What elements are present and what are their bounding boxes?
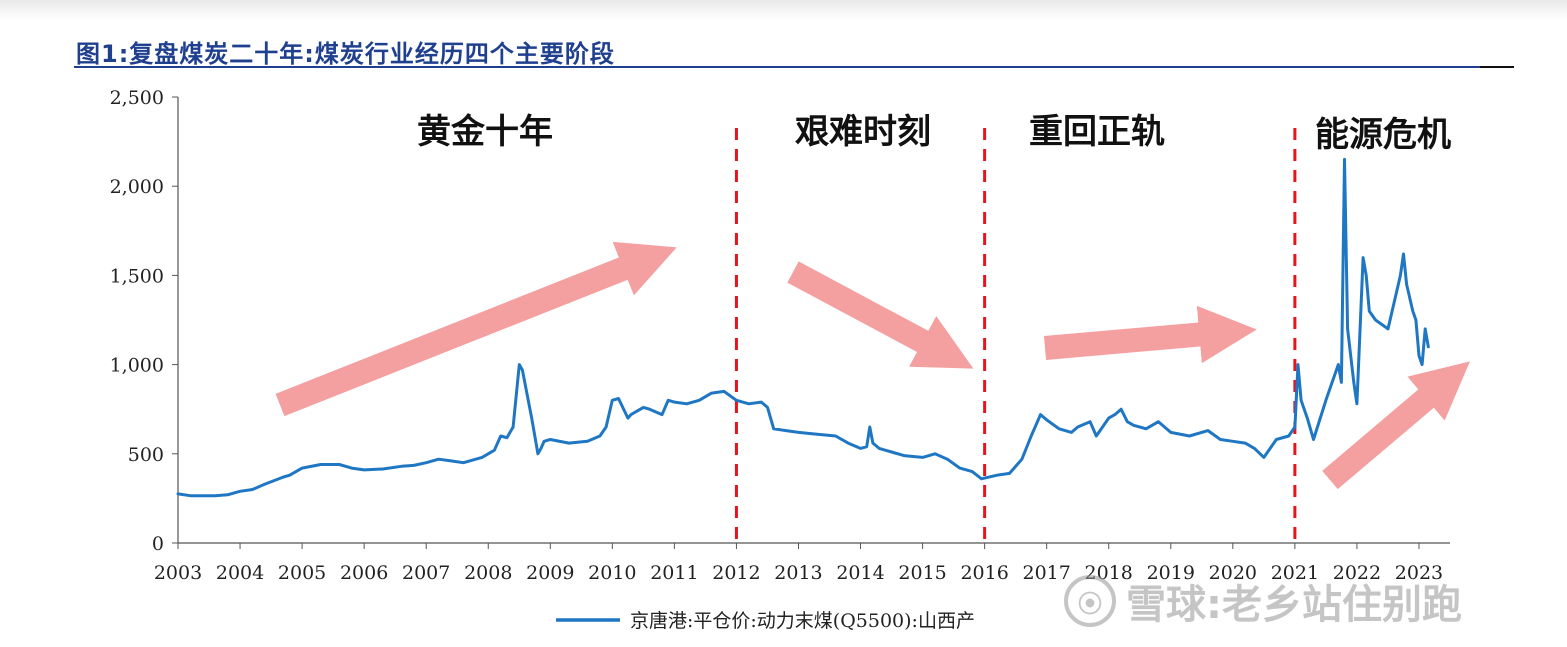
x-tick-label: 2023 (1395, 562, 1443, 584)
phase-label: 黄金十年 (417, 112, 553, 152)
y-tick-label: 2,000 (110, 176, 164, 198)
x-tick-label: 2006 (340, 562, 388, 584)
x-tick-label: 2008 (464, 562, 512, 584)
trend-arrow-3 (1043, 305, 1257, 364)
figure-title: 图1:复盘煤炭二十年:煤炭行业经历四个主要阶段 (76, 40, 615, 68)
title-underline-right (1480, 66, 1514, 68)
phase-label: 能源危机 (1315, 115, 1451, 155)
x-tick-label: 2005 (278, 562, 326, 584)
trend-arrow-1 (275, 241, 677, 417)
x-tick-label: 2010 (588, 562, 636, 584)
snowball-logo-icon: ⦿ (1064, 575, 1116, 627)
x-tick-label: 2013 (774, 562, 822, 584)
x-tick-label: 2016 (960, 562, 1008, 584)
y-tick-label: 2,500 (110, 87, 164, 109)
x-tick-label: 2022 (1333, 562, 1381, 584)
x-tick-label: 2004 (216, 562, 264, 584)
watermark-text: 雪球:老乡站住别跑 (1126, 582, 1462, 628)
y-tick-label: 500 (128, 444, 164, 466)
title-underline (74, 66, 1514, 68)
x-tick-label: 2015 (898, 562, 946, 584)
x-tick-label: 2017 (1023, 562, 1071, 584)
phase-label: 艰难时刻 (795, 112, 931, 152)
x-tick-label: 2020 (1209, 562, 1257, 584)
x-tick-label: 2009 (526, 562, 574, 584)
y-tick-label: 0 (152, 533, 164, 555)
trend-arrow-4 (1322, 361, 1470, 490)
trend-arrow-2 (787, 261, 974, 369)
x-tick-label: 2007 (402, 562, 450, 584)
y-tick-label: 1,500 (110, 265, 164, 287)
phase-label: 重回正轨 (1029, 112, 1165, 152)
x-tick-label: 2014 (836, 562, 884, 584)
legend-label: 京唐港:平仓价:动力末煤(Q5500):山西产 (630, 610, 975, 632)
x-tick-label: 2019 (1147, 562, 1195, 584)
x-tick-label: 2003 (154, 562, 202, 584)
x-tick-label: 2012 (712, 562, 760, 584)
series-line (176, 157, 1430, 498)
window-top-bar (0, 0, 1567, 20)
watermark: ⦿ 雪球:老乡站住别跑 (1064, 572, 1462, 630)
x-tick-label: 2021 (1271, 562, 1319, 584)
y-tick-label: 1,000 (110, 355, 164, 377)
x-tick-label: 2011 (650, 562, 698, 584)
